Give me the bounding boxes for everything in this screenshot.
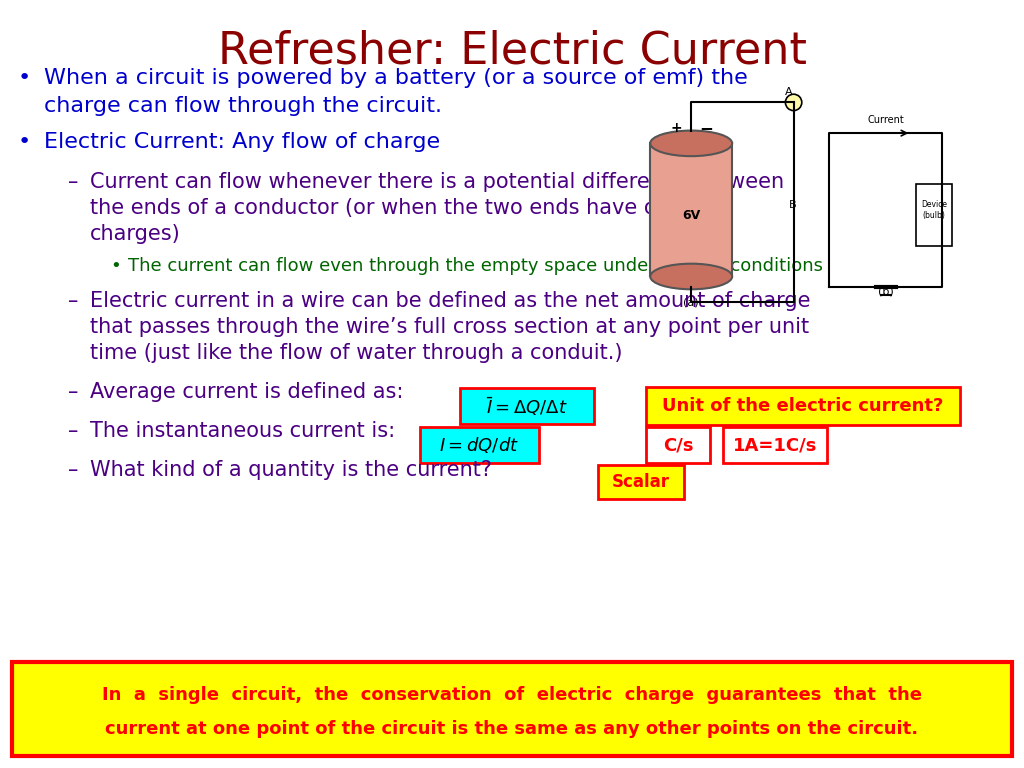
Text: the ends of a conductor (or when the two ends have opposite: the ends of a conductor (or when the two… (90, 197, 733, 217)
Text: 6V: 6V (682, 209, 700, 221)
Text: –: – (68, 382, 79, 402)
Text: A: A (784, 88, 793, 98)
Text: current at one point of the circuit is the same as any other points on the circu: current at one point of the circuit is t… (105, 720, 919, 738)
Text: charges): charges) (90, 223, 181, 243)
Text: Refresher: Electric Current: Refresher: Electric Current (217, 30, 807, 73)
Text: –: – (68, 291, 79, 311)
FancyBboxPatch shape (598, 465, 684, 499)
Text: that passes through the wire’s full cross section at any point per unit: that passes through the wire’s full cros… (90, 317, 809, 337)
Text: The instantaneous current is:: The instantaneous current is: (90, 421, 395, 441)
Text: B: B (788, 200, 796, 210)
Text: •: • (110, 257, 121, 276)
FancyBboxPatch shape (646, 427, 710, 463)
Text: (a): (a) (683, 297, 699, 307)
Text: –: – (68, 171, 79, 191)
Text: −: − (699, 119, 714, 137)
Text: $I = dQ/dt$: $I = dQ/dt$ (439, 435, 519, 455)
Text: Average current is defined as:: Average current is defined as: (90, 382, 403, 402)
Text: C/s: C/s (663, 436, 693, 454)
Text: The current can flow even through the empty space under certain conditions: The current can flow even through the em… (128, 257, 823, 276)
FancyBboxPatch shape (420, 427, 539, 463)
Bar (916, 184, 952, 246)
Text: +: + (670, 121, 682, 135)
Text: •: • (18, 132, 32, 152)
Ellipse shape (650, 263, 732, 290)
Text: –: – (68, 460, 79, 480)
Text: Scalar: Scalar (612, 473, 670, 492)
Text: Electric Current: Any flow of charge: Electric Current: Any flow of charge (44, 132, 440, 152)
Text: In  a  single  circuit,  the  conservation  of  electric  charge  guarantees  th: In a single circuit, the conservation of… (102, 687, 922, 704)
Text: $\bar{I} = \Delta Q/\Delta t$: $\bar{I} = \Delta Q/\Delta t$ (486, 395, 568, 418)
Text: •: • (18, 68, 32, 88)
FancyBboxPatch shape (646, 387, 961, 425)
Text: Device
(bulb): Device (bulb) (921, 200, 947, 220)
Text: Current: Current (867, 115, 904, 125)
FancyBboxPatch shape (460, 388, 594, 424)
Text: –: – (68, 421, 79, 441)
FancyBboxPatch shape (723, 427, 827, 463)
Ellipse shape (650, 131, 732, 156)
Text: When a circuit is powered by a battery (or a source of emf) the: When a circuit is powered by a battery (… (44, 68, 748, 88)
Text: What kind of a quantity is the current?: What kind of a quantity is the current? (90, 460, 492, 480)
Text: Electric current in a wire can be defined as the net amount of charge: Electric current in a wire can be define… (90, 291, 811, 311)
Bar (650, 144, 732, 276)
Text: Unit of the electric current?: Unit of the electric current? (663, 397, 944, 415)
Text: time (just like the flow of water through a conduit.): time (just like the flow of water throug… (90, 343, 623, 363)
FancyBboxPatch shape (12, 662, 1012, 756)
Text: Current can flow whenever there is a potential difference between: Current can flow whenever there is a pot… (90, 171, 784, 191)
Circle shape (785, 94, 802, 111)
Text: 1A=1C/s: 1A=1C/s (733, 436, 817, 454)
Text: charge can flow through the circuit.: charge can flow through the circuit. (44, 96, 442, 116)
Text: (b): (b) (878, 287, 894, 297)
